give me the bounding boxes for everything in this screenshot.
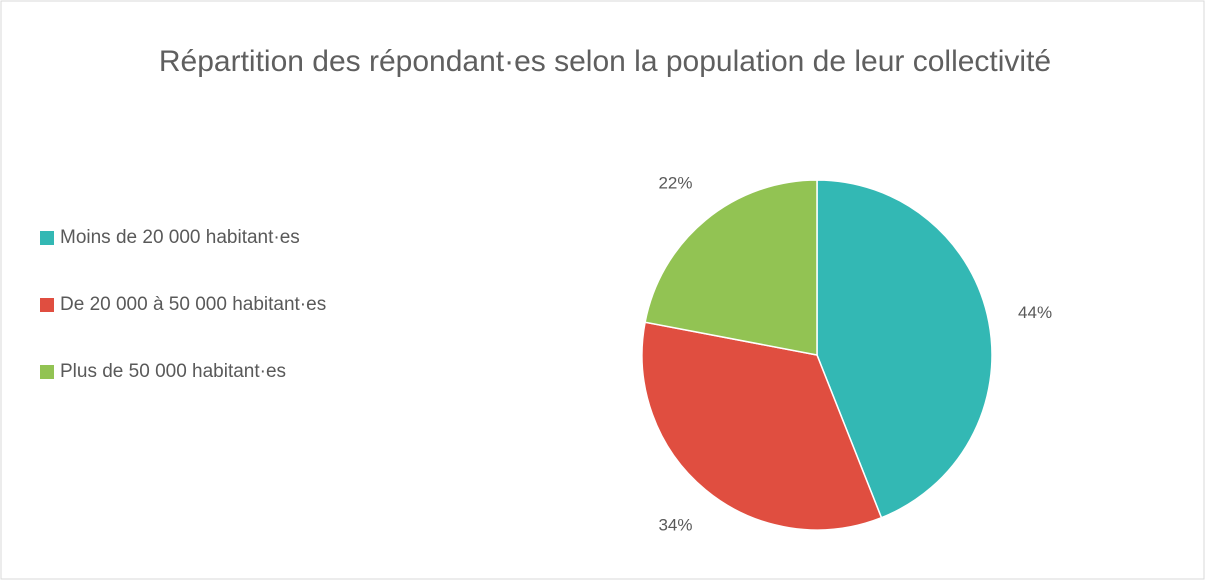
pie-slice — [644, 179, 818, 356]
data-label: 44% — [1018, 303, 1052, 322]
chart-title: Répartition des répondant·es selon la po… — [158, 45, 1052, 78]
data-label: 22% — [658, 173, 692, 192]
pie-slice — [816, 179, 993, 519]
legend-label: De 20 000 à 50 000 habitant·es — [60, 294, 326, 315]
legend-label: Plus de 50 000 habitant·es — [60, 361, 286, 382]
legend-label: Moins de 20 000 habitant·es — [60, 227, 300, 248]
pie-slice — [641, 321, 883, 531]
legend-swatch — [40, 365, 54, 379]
legend-swatch — [40, 298, 54, 312]
data-label: 34% — [658, 516, 692, 535]
legend-swatch — [40, 231, 54, 245]
